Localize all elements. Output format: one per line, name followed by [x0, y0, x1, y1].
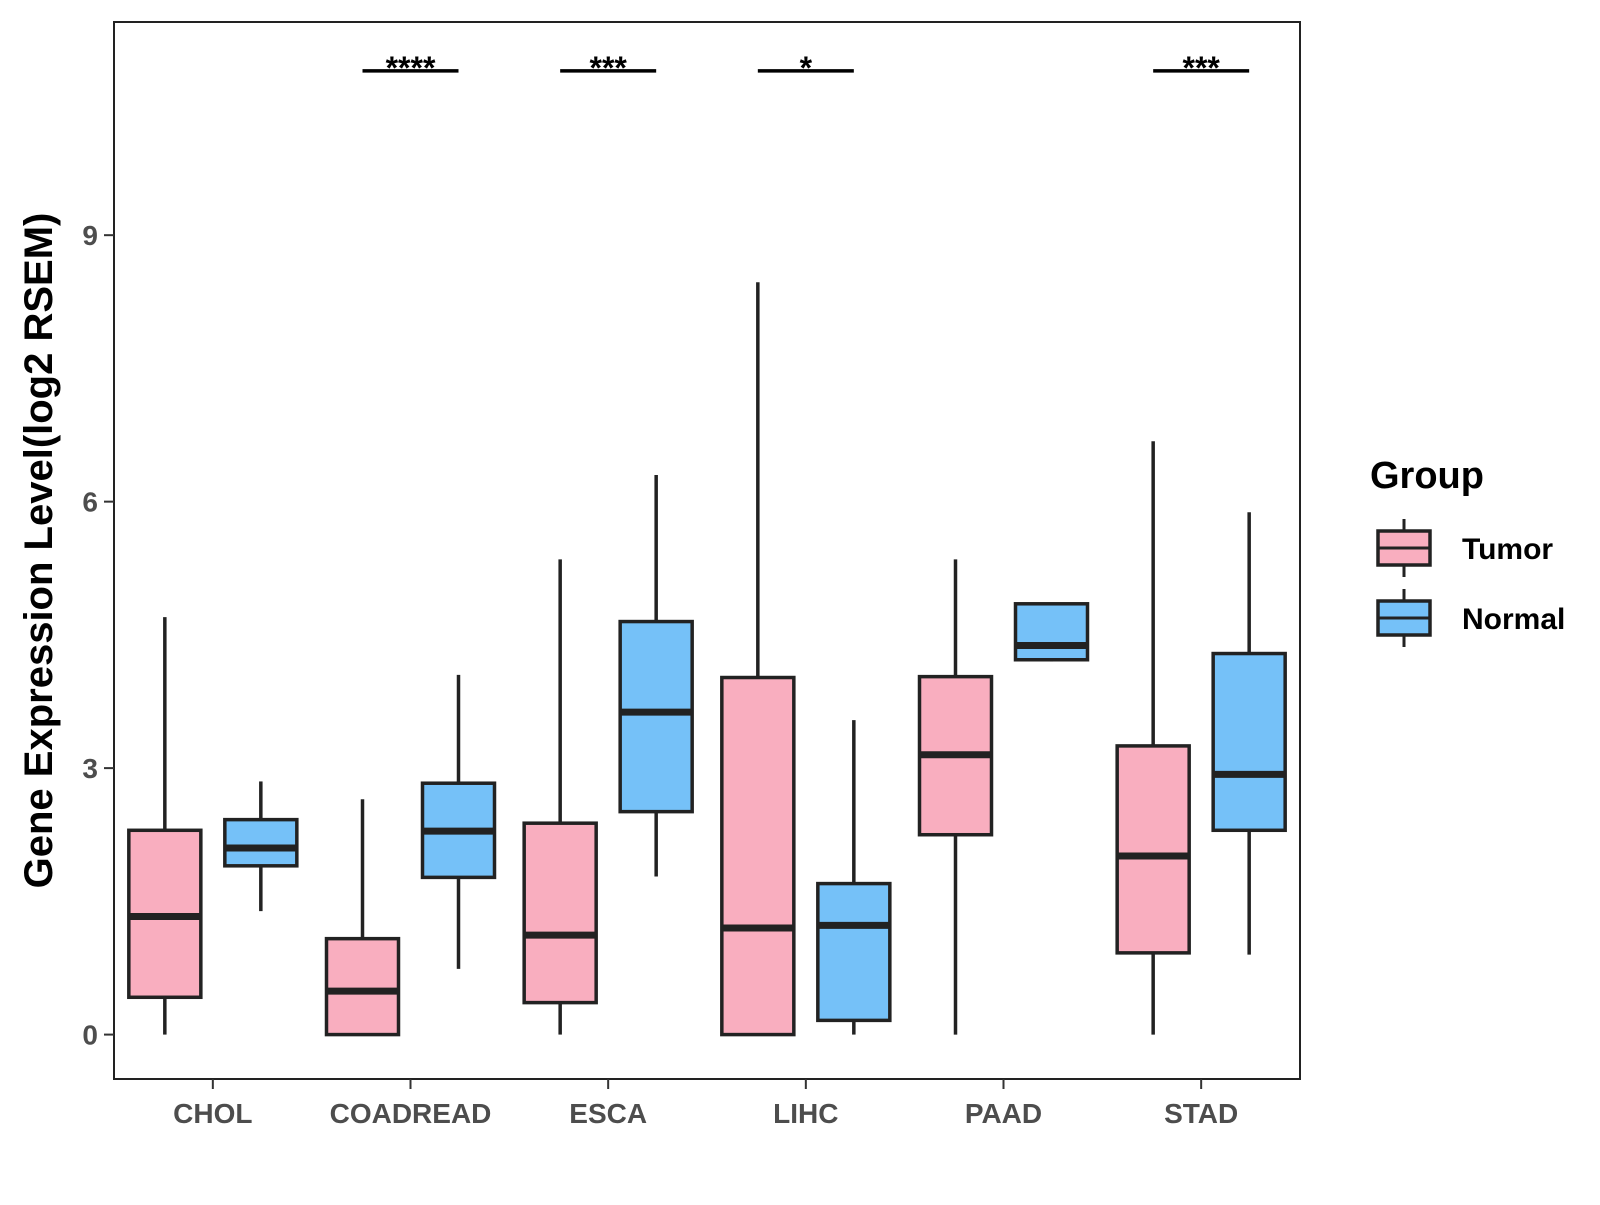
- box-rect: [816, 881, 892, 1023]
- x-axis: CHOL COADREAD ESCA LIHC PAAD STAD: [173, 1079, 1238, 1129]
- x-tick-label: COADREAD: [330, 1098, 492, 1129]
- significance-label: ***: [589, 50, 627, 86]
- plot-panel-border: [113, 21, 1301, 1080]
- box-rect: [1115, 744, 1191, 955]
- box-tumor-chol: [127, 617, 203, 1035]
- legend-item-normal: Normal: [1376, 589, 1565, 647]
- box-rect: [223, 817, 299, 868]
- x-tick-label: CHOL: [173, 1098, 252, 1129]
- box-rect: [720, 675, 796, 1037]
- x-tick-label: LIHC: [773, 1098, 838, 1129]
- x-tick-label: ESCA: [569, 1098, 647, 1129]
- box-rect: [1013, 602, 1090, 662]
- boxplot-series: [127, 282, 1287, 1037]
- box-tumor-paad: [917, 559, 994, 1035]
- box-tumor-esca: [522, 559, 598, 1035]
- box-normal-lihc: [816, 720, 892, 1035]
- legend-item-tumor: Tumor: [1376, 519, 1553, 577]
- box-rect: [1211, 651, 1287, 833]
- x-tick-label: PAAD: [965, 1098, 1042, 1129]
- legend: Group Tumor Normal: [1370, 455, 1565, 647]
- box-normal-stad: [1211, 512, 1287, 955]
- y-axis-title: Gene Expression Level(log2 RSEM): [17, 213, 61, 889]
- legend-label: Tumor: [1462, 533, 1553, 566]
- y-tick-label: 0: [82, 1020, 98, 1051]
- box-rect: [522, 821, 598, 1005]
- significance-label: *: [800, 50, 813, 86]
- box-rect: [324, 936, 401, 1037]
- legend-label: Normal: [1462, 603, 1565, 636]
- y-tick-label: 3: [82, 753, 98, 784]
- y-tick-label: 9: [82, 220, 98, 251]
- box-normal-paad: [1013, 602, 1090, 662]
- x-tick-label: STAD: [1164, 1098, 1238, 1129]
- box-tumor-lihc: [720, 282, 796, 1037]
- significance-label: ****: [386, 50, 436, 86]
- box-tumor-coadread: [324, 799, 401, 1037]
- box-rect: [618, 619, 694, 814]
- y-axis: 0 3 6 9: [82, 220, 114, 1051]
- significance-label: ***: [1182, 50, 1220, 86]
- legend-title: Group: [1370, 455, 1484, 497]
- box-normal-chol: [223, 781, 299, 912]
- box-normal-coadread: [420, 674, 497, 969]
- box-normal-esca: [618, 475, 694, 877]
- significance-annotations: **** *** * ***: [362, 50, 1250, 86]
- box-tumor-stad: [1115, 441, 1191, 1035]
- y-tick-label: 6: [82, 487, 98, 518]
